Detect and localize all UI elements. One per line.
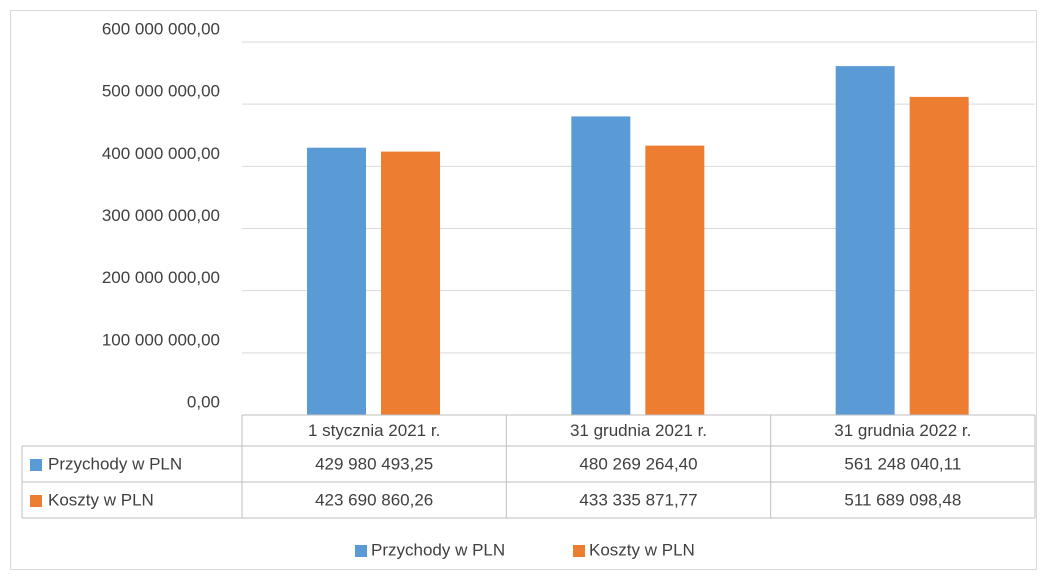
- table-value: 429 980 493,25: [315, 454, 433, 473]
- table-value: 561 248 040,11: [844, 454, 961, 473]
- x-tick-label: 1 stycznia 2021 r.: [308, 421, 440, 440]
- table-value: 480 269 264,40: [579, 454, 697, 473]
- y-tick-label: 500 000 000,00: [102, 82, 220, 101]
- table-value: 433 335 871,77: [579, 490, 697, 509]
- legend-label: Koszty w PLN: [589, 540, 695, 559]
- bar: [909, 96, 969, 416]
- x-tick-label: 31 grudnia 2022 r.: [834, 421, 971, 440]
- legend-label: Przychody w PLN: [371, 540, 505, 559]
- legend-key: [355, 545, 367, 557]
- y-tick-label: 0,00: [187, 392, 220, 411]
- y-tick-label: 400 000 000,00: [102, 144, 220, 163]
- y-tick-label: 200 000 000,00: [102, 268, 220, 287]
- bar: [381, 151, 440, 415]
- table-value: 511 689 098,48: [844, 490, 961, 509]
- bar: [645, 145, 705, 415]
- table-legend-key: [30, 495, 42, 507]
- y-tick-label: 100 000 000,00: [102, 330, 220, 349]
- table-value: 423 690 860,26: [315, 490, 433, 509]
- bar: [307, 147, 366, 415]
- table-series-name: Koszty w PLN: [48, 490, 154, 509]
- y-tick-label: 300 000 000,00: [102, 206, 220, 225]
- bar: [835, 66, 895, 415]
- x-tick-label: 31 grudnia 2021 r.: [570, 421, 707, 440]
- table-legend-key: [30, 459, 42, 471]
- y-tick-label: 600 000 000,00: [102, 19, 220, 38]
- table-series-name: Przychody w PLN: [48, 454, 182, 473]
- legend-key: [573, 545, 585, 557]
- bar: [571, 116, 631, 415]
